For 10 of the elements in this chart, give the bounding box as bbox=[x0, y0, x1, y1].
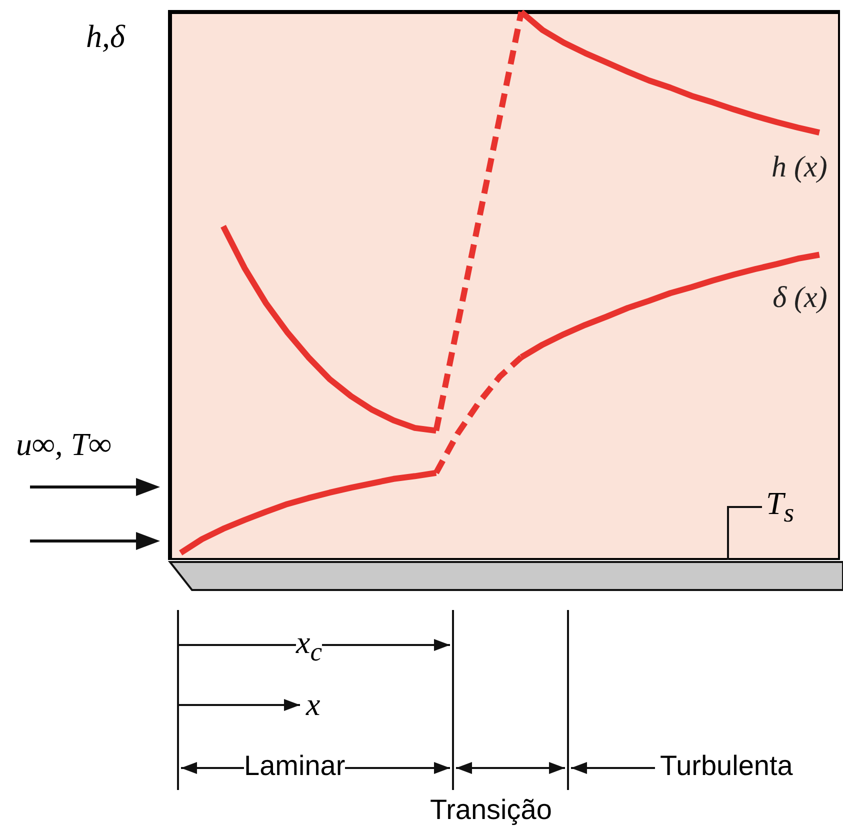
text: x$_{c}$ bbox=[296, 624, 322, 666]
text: u∞, T∞ bbox=[16, 426, 112, 462]
text: x bbox=[306, 686, 320, 722]
y-axis-title: h,δ bbox=[86, 18, 125, 54]
text: Turbulenta bbox=[660, 750, 793, 781]
text: Transição bbox=[430, 794, 552, 825]
series-label: δ (x) bbox=[772, 280, 828, 314]
series-label: h (x) bbox=[772, 150, 828, 184]
text: Laminar bbox=[244, 750, 346, 781]
annotation: T$_{s}$ bbox=[766, 485, 794, 528]
